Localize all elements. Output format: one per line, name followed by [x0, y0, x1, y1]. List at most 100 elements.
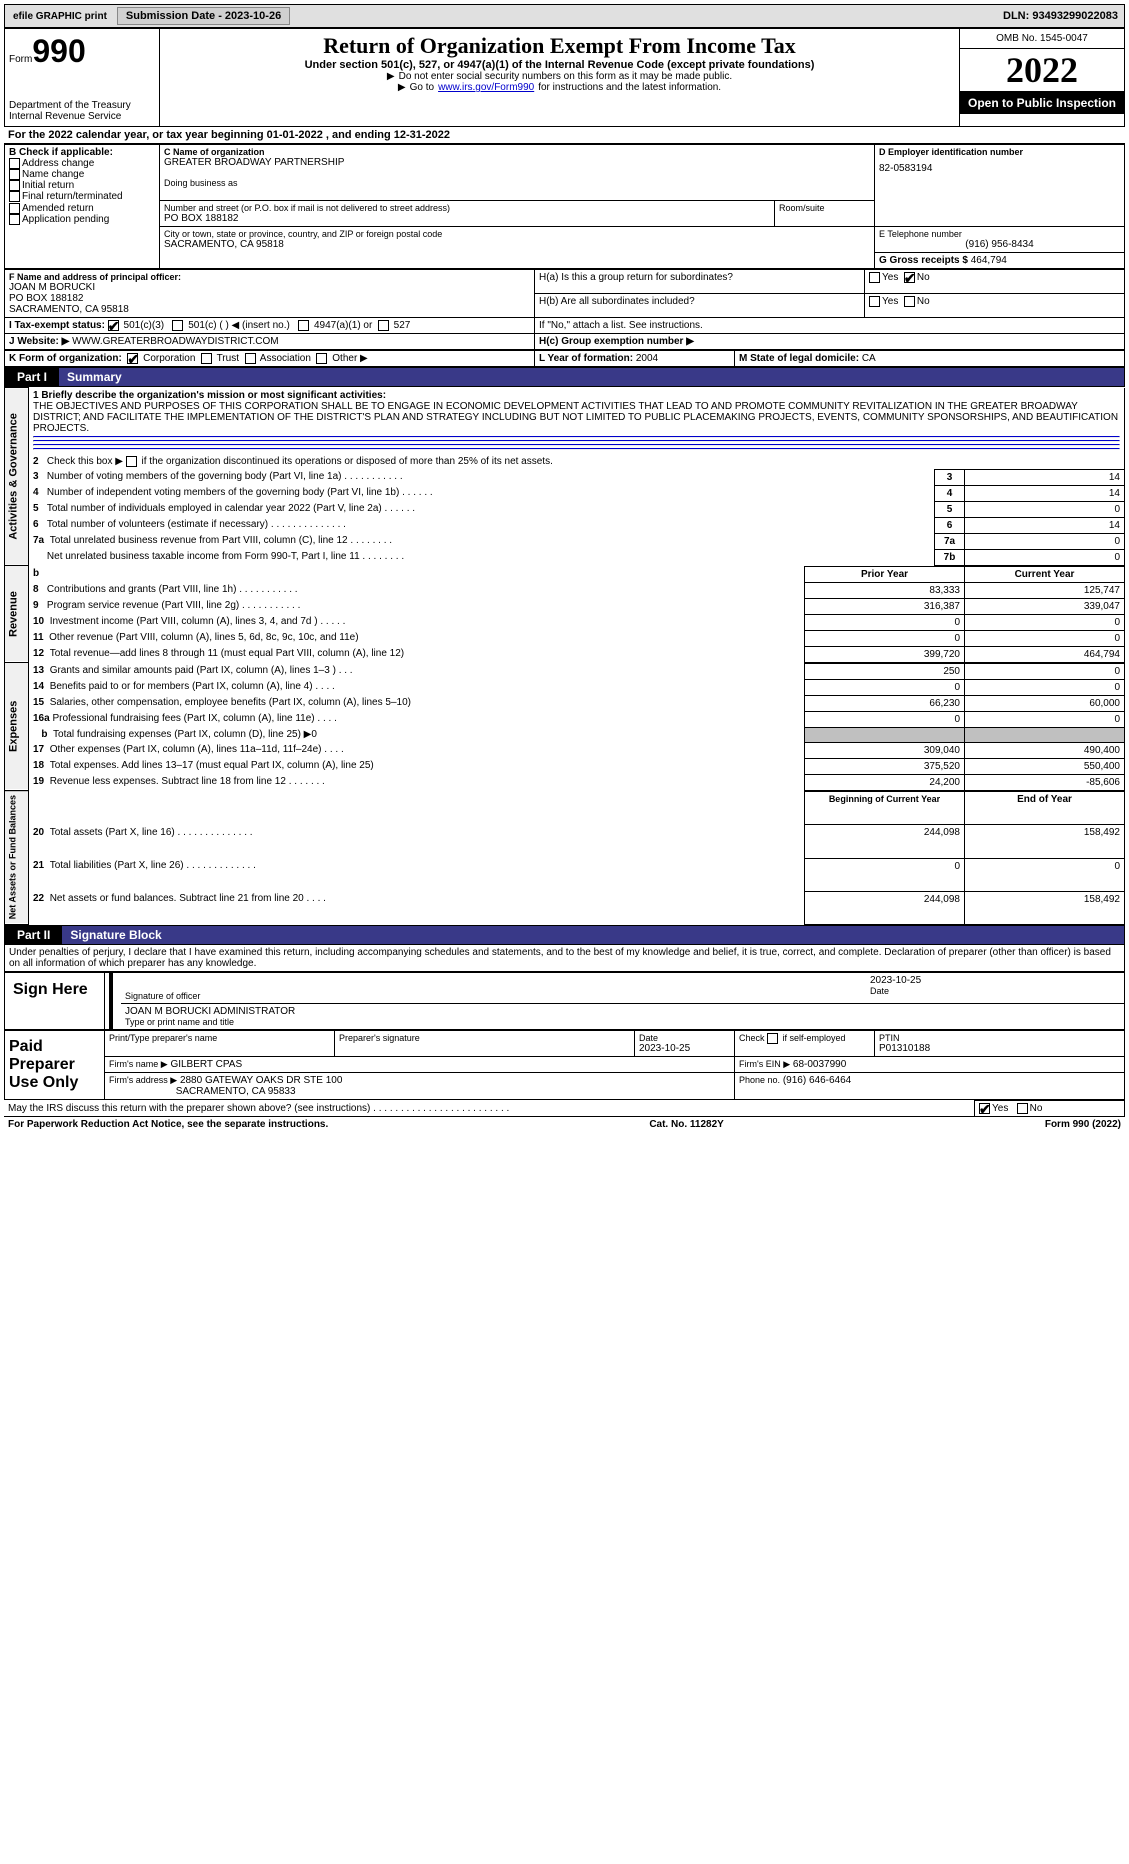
form-number: 990	[32, 33, 85, 69]
discuss-row: May the IRS discuss this return with the…	[4, 1100, 1125, 1117]
sig-name-label: Type or print name and title	[125, 1017, 1120, 1027]
firm-ein-label: Firm's EIN ▶	[739, 1059, 790, 1069]
hb-no-checkbox[interactable]	[904, 296, 915, 307]
amended-return-checkbox[interactable]	[9, 203, 20, 214]
corp-checkbox[interactable]	[127, 353, 138, 364]
form-title: Return of Organization Exempt From Incom…	[164, 33, 955, 59]
part1-expenses: Expenses 13 Grants and similar amounts p…	[4, 663, 1125, 791]
dln-label: DLN: 93493299022083	[1003, 10, 1122, 22]
dba-label: Doing business as	[164, 178, 870, 188]
firm-addr-label: Firm's address ▶	[109, 1075, 177, 1085]
discuss-yes-checkbox[interactable]	[979, 1103, 990, 1114]
submission-date-button[interactable]: Submission Date - 2023-10-26	[117, 7, 290, 25]
org-form-block: K Form of organization: Corporation Trus…	[4, 350, 1125, 367]
prep-date-label: Date	[639, 1033, 730, 1043]
note2-pre: Go to	[410, 82, 434, 93]
org-form-label: K Form of organization:	[9, 353, 122, 364]
ha-no-checkbox[interactable]	[904, 272, 915, 283]
prep-name-label: Print/Type preparer's name	[109, 1033, 330, 1043]
phone-label: E Telephone number	[879, 229, 1120, 239]
efile-label: efile GRAPHIC print	[7, 9, 113, 24]
officer-block: F Name and address of principal officer:…	[4, 269, 1125, 350]
application-pending-checkbox[interactable]	[9, 214, 20, 225]
gross-label: G Gross receipts $	[879, 255, 968, 266]
hb-yes-checkbox[interactable]	[869, 296, 880, 307]
name-org-label: C Name of organization	[164, 147, 870, 157]
ha-yes-checkbox[interactable]	[869, 272, 880, 283]
501c3-checkbox[interactable]	[108, 320, 119, 331]
form990-link[interactable]: www.irs.gov/Form990	[438, 82, 534, 93]
top-bar: efile GRAPHIC print Submission Date - 20…	[4, 4, 1125, 28]
website-value: WWW.GREATERBROADWAYDISTRICT.COM	[72, 336, 278, 347]
firm-ein: 68-0037990	[793, 1059, 846, 1070]
city-value: SACRAMENTO, CA 95818	[164, 239, 870, 250]
org-name: GREATER BROADWAY PARTNERSHIP	[164, 157, 870, 168]
ein-label: D Employer identification number	[879, 147, 1120, 157]
form-subtitle: Under section 501(c), 527, or 4947(a)(1)…	[164, 59, 955, 71]
part1-governance: Activities & Governance 1 Briefly descri…	[4, 387, 1125, 566]
page-footer: For Paperwork Reduction Act Notice, see …	[4, 1117, 1125, 1132]
4947-checkbox[interactable]	[298, 320, 309, 331]
part2-label: Part II	[5, 926, 62, 944]
part2-title: Signature Block	[62, 926, 1124, 944]
name-change-checkbox[interactable]	[9, 169, 20, 180]
footer-right: Form 990 (2022)	[1045, 1119, 1121, 1130]
firm-phone: (916) 646-6464	[783, 1075, 851, 1086]
hb-label: H(b) Are all subordinates included?	[539, 296, 695, 307]
dept-label: Department of the Treasury	[9, 100, 155, 111]
527-checkbox[interactable]	[378, 320, 389, 331]
address-change-checkbox[interactable]	[9, 158, 20, 169]
year-form-value: 2004	[636, 353, 658, 364]
line-a: For the 2022 calendar year, or tax year …	[4, 127, 1125, 144]
street-value: PO BOX 188182	[164, 213, 770, 224]
form-header: Form990 Department of the Treasury Inter…	[4, 28, 1125, 127]
activities-governance-label: Activities & Governance	[5, 388, 29, 566]
part1-header: Part I Summary	[4, 367, 1125, 387]
ptin-value: P01310188	[879, 1043, 1120, 1054]
sign-here-label: Sign Here	[5, 973, 105, 1029]
trust-checkbox[interactable]	[201, 353, 212, 364]
assoc-checkbox[interactable]	[245, 353, 256, 364]
declaration-text: Under penalties of perjury, I declare th…	[4, 945, 1125, 972]
phone-value: (916) 956-8434	[879, 239, 1120, 250]
paid-preparer-label: Paid Preparer Use Only	[5, 1031, 105, 1100]
discontinued-checkbox[interactable]	[126, 456, 137, 467]
officer-name: JOAN M BORUCKI	[9, 282, 530, 293]
firm-name: GILBERT CPAS	[170, 1059, 242, 1070]
section-b-label: B Check if applicable:	[9, 147, 155, 158]
sig-date-label: Date	[870, 986, 1120, 996]
hb-note: If "No," attach a list. See instructions…	[539, 320, 1120, 331]
firm-addr2: SACRAMENTO, CA 95833	[176, 1086, 296, 1097]
line1-text: THE OBJECTIVES AND PURPOSES OF THIS CORP…	[33, 401, 1120, 434]
note2-post: for instructions and the latest informat…	[538, 82, 721, 93]
identity-block: B Check if applicable: Address change Na…	[4, 144, 1125, 269]
expenses-label: Expenses	[5, 663, 29, 790]
officer-addr2: SACRAMENTO, CA 95818	[9, 304, 530, 315]
state-label: M State of legal domicile:	[739, 353, 859, 364]
tax-status-label: I Tax-exempt status:	[9, 320, 105, 331]
state-value: CA	[862, 353, 876, 364]
discuss-no-checkbox[interactable]	[1017, 1103, 1028, 1114]
final-return-checkbox[interactable]	[9, 191, 20, 202]
footer-left: For Paperwork Reduction Act Notice, see …	[8, 1119, 328, 1130]
sig-name-value: JOAN M BORUCKI ADMINISTRATOR	[125, 1006, 1120, 1017]
part1-revenue: Revenue b Prior Year Current Year 8 Cont…	[4, 566, 1125, 663]
self-employed-checkbox[interactable]	[767, 1033, 778, 1044]
paid-preparer-block: Paid Preparer Use Only Print/Type prepar…	[4, 1030, 1125, 1100]
tax-year: 2022	[960, 49, 1124, 92]
other-checkbox[interactable]	[316, 353, 327, 364]
city-label: City or town, state or province, country…	[164, 229, 870, 239]
line2-text: 2 Check this box ▶ if the organization d…	[33, 456, 553, 467]
irs-label: Internal Revenue Service	[9, 111, 155, 122]
form-label: Form	[9, 54, 32, 65]
year-form-label: L Year of formation:	[539, 353, 633, 364]
room-label: Room/suite	[779, 203, 870, 213]
501c-checkbox[interactable]	[172, 320, 183, 331]
hc-label: H(c) Group exemption number ▶	[539, 336, 694, 347]
part1-label: Part I	[5, 368, 59, 386]
initial-return-checkbox[interactable]	[9, 180, 20, 191]
ein-value: 82-0583194	[879, 157, 1120, 180]
sign-here-block: Sign Here Signature of officer 2023-10-2…	[4, 972, 1125, 1030]
part1-netassets: Net Assets or Fund Balances Beginning of…	[4, 791, 1125, 925]
officer-label: F Name and address of principal officer:	[9, 272, 530, 282]
